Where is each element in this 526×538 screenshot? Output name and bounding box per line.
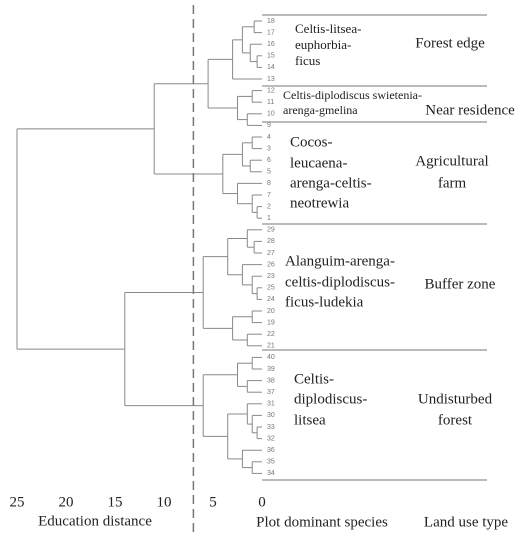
leaf-label: 11 [267,99,274,106]
leaf-label: 9 [267,122,271,129]
leaf-label: 17 [267,29,275,36]
leaf-label: 21 [267,343,275,350]
species-label: litsea [294,412,326,428]
land-use-label: Undisturbed [418,391,493,407]
x-tick-label: 10 [157,494,172,510]
leaf-label: 40 [267,354,275,361]
species-label: ficus [295,53,320,68]
species-label: Celtis-diplodiscus swietenia- [283,88,422,102]
species-label: Celtis-litsea- [295,21,361,36]
species-label: euphorbia- [295,37,351,52]
leaf-label: 3 [267,145,271,152]
leaf-label: 26 [267,261,275,268]
leaf-label: 25 [267,285,275,292]
leaf-label: 7 [267,192,271,199]
leaf-axis-label: Plot dominant species [256,514,388,530]
leaf-label: 27 [267,250,275,257]
land-use-label: Buffer zone [425,276,496,292]
species-label: Celtis- [294,371,334,387]
leaf-label: 14 [267,64,275,71]
leaf-label: 12 [267,87,275,94]
leaf-label: 10 [267,111,275,118]
x-tick-label: 20 [59,494,74,510]
x-tick-label: 25 [10,494,25,510]
x-tick-label: 15 [108,494,123,510]
land-use-label: farm [438,175,467,191]
leaf-label: 13 [267,76,275,83]
group-axis-label: Land use type [424,514,508,530]
species-label: diplodiscus- [294,391,367,407]
leaf-label: 18 [267,18,275,25]
leaf-label: 20 [267,308,275,315]
species-label: ficus-ludekia [285,294,364,310]
x-tick-label: 0 [258,494,266,510]
land-use-label: Agricultural [415,153,488,169]
leaf-label: 34 [267,470,275,477]
leaf-label: 4 [267,134,271,141]
leaf-label: 38 [267,377,275,384]
land-use-label: Near residence [425,102,515,118]
species-label: arenga-celtis- [290,175,372,191]
leaf-label: 33 [267,424,275,431]
leaf-label: 8 [267,180,271,187]
leaf-label: 1 [267,215,271,222]
x-axis-label: Education distance [38,513,152,529]
species-label: Cocos- [290,134,333,150]
x-tick-label: 5 [209,494,217,510]
leaf-label: 15 [267,53,275,60]
leaf-label: 22 [267,331,275,338]
leaf-label: 16 [267,41,275,48]
species-label: leucaena- [290,155,347,171]
land-use-label: Forest edge [415,35,485,51]
leaf-label: 32 [267,435,275,442]
leaf-label: 2 [267,203,271,210]
species-label: neotrewia [290,195,349,211]
leaf-label: 37 [267,389,275,396]
leaf-label: 30 [267,412,275,419]
leaf-label: 39 [267,366,275,373]
species-label: celtis-diplodiscus- [285,274,395,290]
leaf-label: 31 [267,401,275,408]
leaf-label: 24 [267,296,275,303]
leaf-label: 29 [267,227,275,234]
species-label: Alanguim-arenga- [285,253,395,269]
leaf-label: 19 [267,319,275,326]
leaf-label: 28 [267,238,275,245]
leaf-label: 6 [267,157,271,164]
land-use-label: forest [438,412,473,428]
species-label: arenga-gmelina [283,103,358,117]
leaf-label: 5 [267,169,271,176]
leaf-label: 23 [267,273,275,280]
leaf-label: 35 [267,459,275,466]
leaf-label: 36 [267,447,275,454]
